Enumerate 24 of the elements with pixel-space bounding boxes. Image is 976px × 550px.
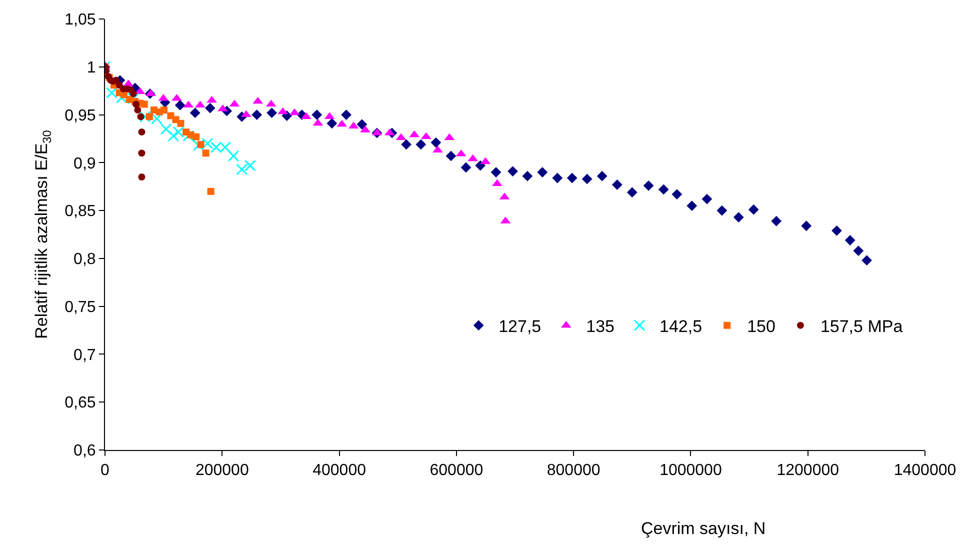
x-axis-title: Çevrim sayısı, N: [641, 519, 766, 538]
legend-label: 135: [586, 316, 615, 336]
legend-label: 127,5: [498, 316, 542, 336]
legend-label: 157,5 MPa: [820, 316, 904, 336]
x-tick-label: 0: [100, 462, 110, 480]
x-tick-label: 800000: [546, 462, 600, 480]
x-tick-label: 1400000: [894, 462, 956, 480]
x-tick-label: 400000: [312, 462, 366, 480]
y-tick-label: 0,6: [74, 442, 96, 460]
y-tick-label: 0,9: [74, 155, 96, 172]
x-tick-label: 1000000: [660, 462, 722, 480]
y-tick-label: 0,75: [64, 298, 96, 316]
y-tick-label: 0,8: [74, 251, 96, 268]
y-tick-label: 0,85: [64, 203, 96, 220]
x-tick-label: 600000: [430, 462, 484, 480]
y-tick-label: 0,7: [74, 346, 96, 364]
legend-label: 142,5: [660, 316, 702, 336]
y-tick-label: 1,05: [64, 12, 96, 29]
x-tick-label: 1200000: [776, 462, 840, 480]
x-tick-label: 200000: [195, 462, 249, 480]
y-tick-label: 0,95: [64, 107, 96, 124]
legend-label: 150: [747, 316, 776, 336]
y-tick-label: 0,65: [64, 394, 96, 412]
y-tick-label: 1: [86, 59, 96, 76]
